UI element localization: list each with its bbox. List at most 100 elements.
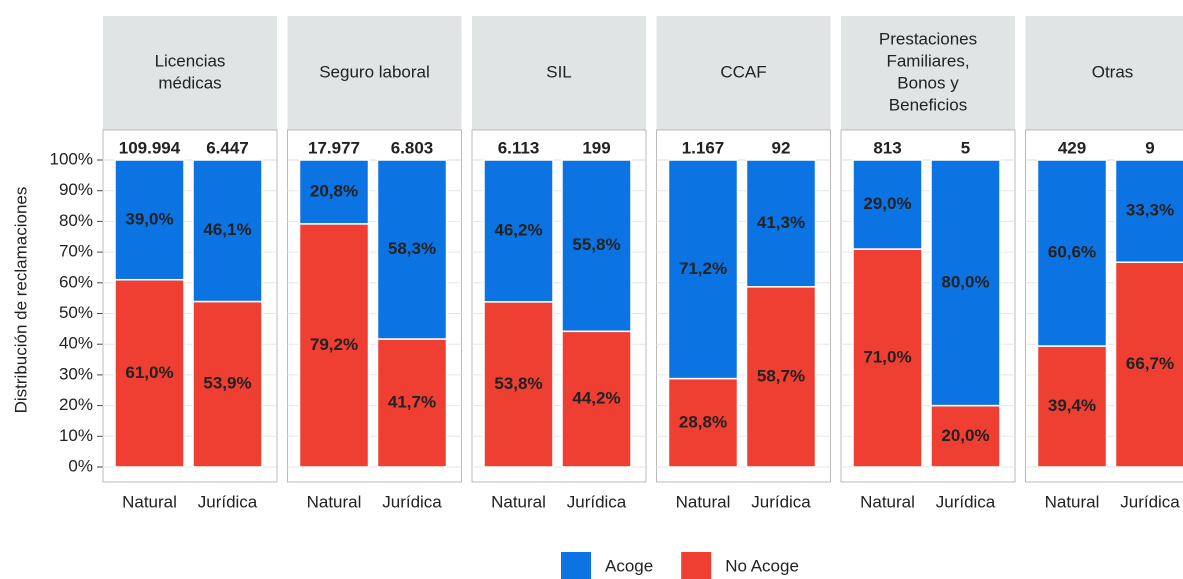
bar-segment: [745, 286, 817, 468]
value-label: 46,1%: [203, 220, 251, 239]
facet-title: Bonos y: [897, 73, 959, 92]
y-tick-label: 20%: [59, 395, 93, 414]
x-tick-label: Jurídica: [936, 492, 996, 511]
facet-strip: [656, 16, 831, 130]
value-label: 44,2%: [572, 389, 620, 408]
y-tick-label: 30%: [59, 364, 93, 383]
x-tick-label: Jurídica: [198, 492, 258, 511]
value-label: 20,8%: [310, 181, 358, 200]
bar-segment: [1036, 159, 1108, 347]
total-label: 429: [1058, 138, 1086, 157]
total-label: 9: [1145, 138, 1154, 157]
bar-segment: [192, 300, 263, 468]
value-label: 58,3%: [388, 239, 436, 258]
value-label: 66,7%: [1126, 354, 1174, 373]
facet-strip: [1025, 16, 1183, 130]
bar-segment: [852, 248, 923, 468]
facet-title: CCAF: [720, 62, 766, 81]
value-label: 58,7%: [757, 366, 805, 385]
value-label: 39,0%: [125, 209, 173, 228]
bar-segment: [1114, 159, 1183, 263]
bar-segment: [930, 404, 1001, 468]
bar-segment: [1036, 345, 1108, 468]
value-label: 20,0%: [941, 426, 989, 445]
y-tick-label: 0%: [68, 456, 93, 475]
legend-label: Acoge: [605, 556, 653, 575]
value-label: 29,0%: [863, 194, 911, 213]
facet-strip: [841, 16, 1015, 130]
value-label: 55,8%: [572, 235, 620, 254]
bar-segment: [667, 159, 739, 380]
value-label: 71,2%: [679, 259, 727, 278]
value-label: 46,2%: [494, 220, 542, 239]
facet-title: Prestaciones: [879, 29, 977, 48]
legend-label: No Acoge: [725, 556, 799, 575]
value-label: 41,3%: [757, 213, 805, 232]
legend-swatch: [561, 552, 591, 579]
x-tick-label: Jurídica: [751, 492, 811, 511]
bar-segment: [114, 159, 185, 281]
value-label: 71,0%: [863, 347, 911, 366]
facet-title: SIL: [546, 62, 572, 81]
bar-segment: [667, 377, 739, 468]
bar-segment: [1114, 261, 1183, 468]
bar-segment: [483, 301, 554, 468]
total-label: 92: [772, 138, 791, 157]
value-label: 28,8%: [679, 412, 727, 431]
x-tick-label: Jurídica: [382, 492, 442, 511]
facet-strip: [472, 16, 646, 130]
facet-strip: [103, 16, 277, 130]
x-tick-label: Natural: [307, 492, 362, 511]
value-label: 41,7%: [388, 392, 436, 411]
y-tick-label: 50%: [59, 303, 93, 322]
total-label: 6.803: [391, 138, 434, 157]
value-label: 61,0%: [125, 363, 173, 382]
bar-segment: [298, 223, 370, 468]
x-tick-label: Natural: [491, 492, 546, 511]
y-tick-label: 60%: [59, 272, 93, 291]
value-label: 39,4%: [1048, 396, 1096, 415]
facet-title: Familiares,: [886, 51, 969, 70]
total-label: 6.113: [498, 138, 540, 157]
x-tick-label: Natural: [122, 492, 177, 511]
bar-segment: [561, 330, 632, 468]
bar-segment: [376, 159, 448, 340]
total-label: 109.994: [119, 138, 181, 157]
y-axis-label: Distribución de reclamaciones: [11, 187, 30, 414]
x-tick-label: Natural: [860, 492, 915, 511]
value-label: 79,2%: [310, 335, 358, 354]
total-label: 5: [961, 138, 970, 157]
legend-swatch: [681, 552, 712, 579]
facet-title: médicas: [158, 73, 221, 92]
y-tick-label: 80%: [59, 211, 93, 230]
facet-title: Otras: [1092, 62, 1134, 81]
y-tick-label: 90%: [59, 180, 93, 199]
value-label: 80,0%: [941, 272, 989, 291]
y-tick-label: 10%: [59, 426, 93, 445]
total-label: 813: [873, 138, 901, 157]
facet-title: Seguro laboral: [319, 62, 430, 81]
bar-segment: [298, 159, 370, 225]
y-tick-label: 70%: [59, 242, 93, 261]
y-tick-label: 40%: [59, 334, 93, 353]
x-tick-label: Natural: [676, 492, 731, 511]
facet-strip: [287, 16, 462, 130]
total-label: 17.977: [308, 138, 360, 157]
bar-segment: [561, 159, 632, 333]
bar-segment: [192, 159, 263, 303]
facet-title: Licencias: [155, 51, 226, 70]
bar-segment: [930, 159, 1001, 407]
total-label: 6.447: [206, 138, 249, 157]
value-label: 60,6%: [1048, 243, 1096, 262]
bar-segment: [114, 278, 185, 468]
total-label: 1.167: [682, 138, 725, 157]
x-tick-label: Jurídica: [567, 492, 627, 511]
bar-segment: [745, 159, 817, 288]
total-label: 199: [582, 138, 610, 157]
bar-segment: [852, 159, 923, 250]
bar-segment: [376, 338, 448, 468]
facet-title: Beneficios: [889, 95, 967, 114]
bar-segment: [483, 159, 554, 303]
value-label: 33,3%: [1126, 201, 1174, 220]
y-tick-label: 100%: [50, 149, 93, 168]
